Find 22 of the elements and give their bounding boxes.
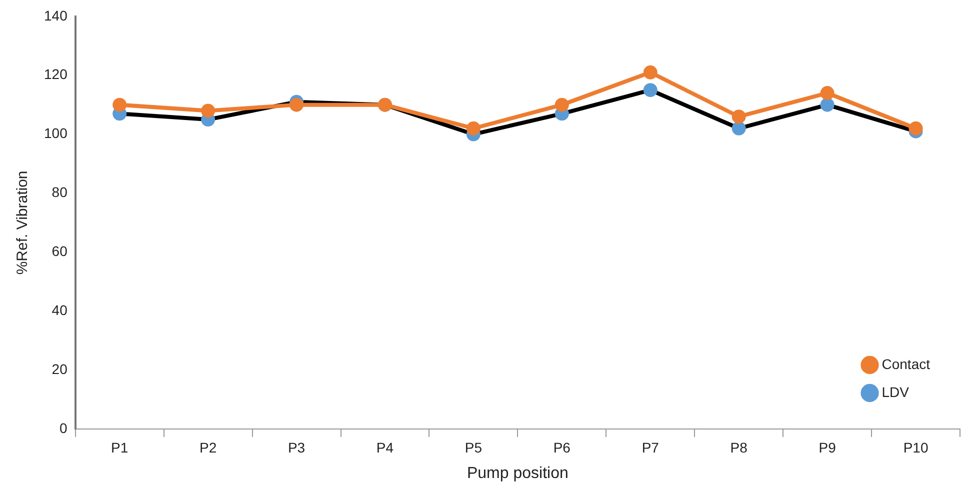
x-axis-title: Pump position [466,464,568,482]
x-tick-label: P6 [553,439,571,456]
x-tick-label: P1 [111,439,128,456]
x-tick-label: P8 [730,439,748,456]
y-tick-label: 140 [44,7,68,24]
x-tick-label: P4 [376,439,394,456]
x-tick-label: P3 [288,439,306,456]
y-tick-label: 20 [52,360,68,377]
legend-label: LDV [882,384,910,400]
x-tick-label: P10 [903,439,928,456]
y-axis-title: %Ref. Vibration [14,170,32,275]
x-tick-label: P5 [464,439,482,456]
y-tick-label: 40 [52,302,68,318]
legend-label: Contact [882,356,930,372]
y-tick-label: 100 [44,125,68,142]
y-tick-label: 120 [44,66,68,82]
x-tick-label: P7 [642,439,660,456]
x-tick-label: P9 [818,439,836,456]
y-tick-label: 80 [52,184,68,200]
y-tick-label: 60 [52,243,68,260]
y-tick-label: 0 [60,420,68,436]
x-tick-label: P2 [199,439,217,456]
